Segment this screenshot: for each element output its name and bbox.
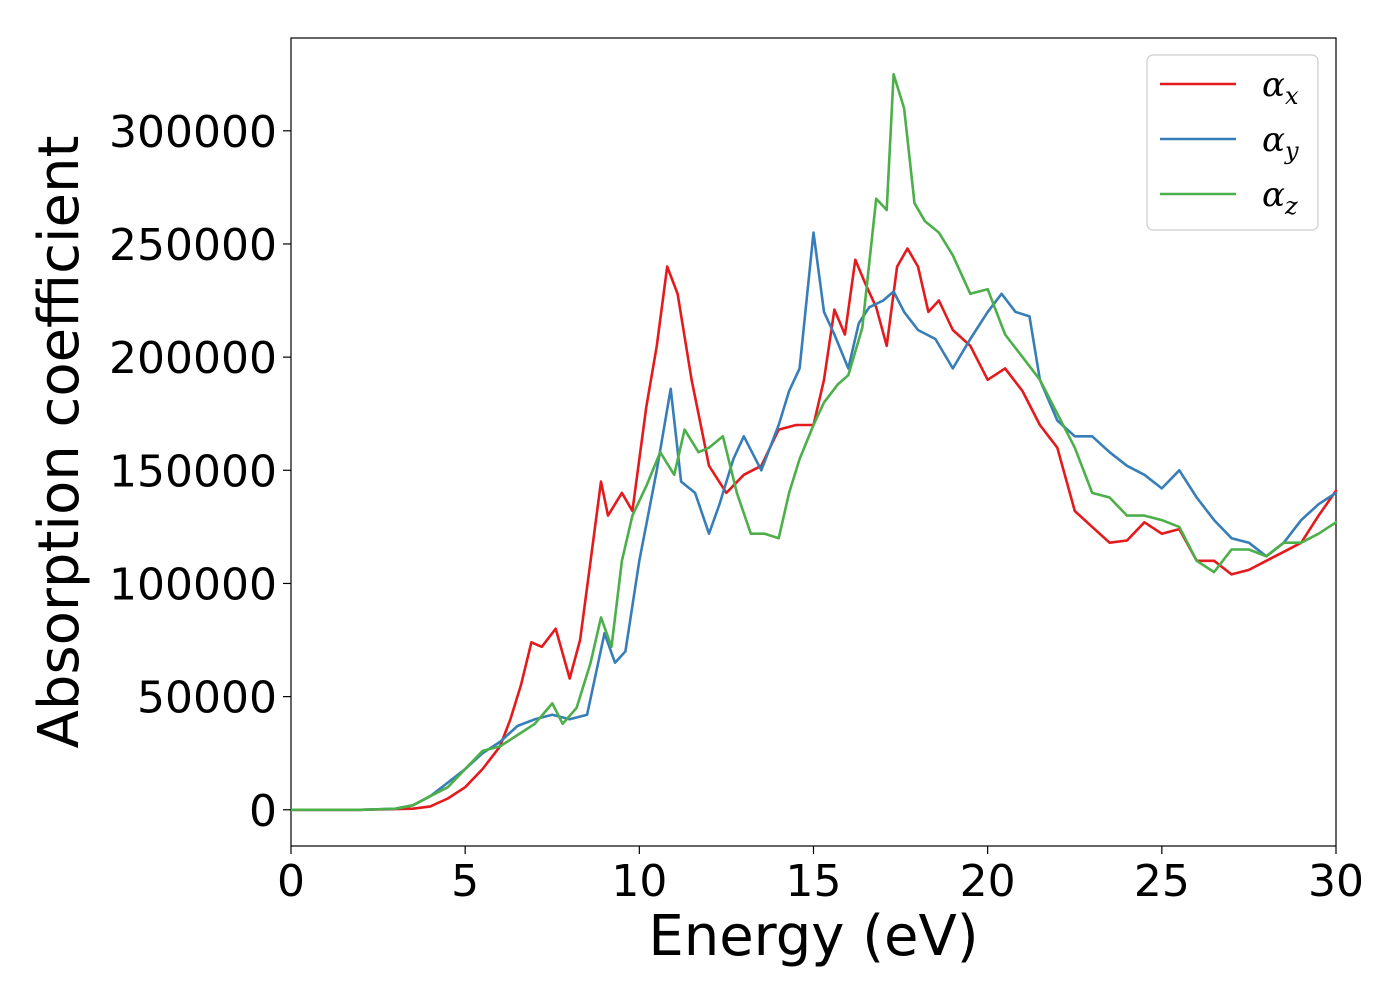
x-tick-label: 10 (611, 856, 667, 907)
y-axis-ticks: 0 50000 100000 150000 200000 250000 300000 (109, 107, 291, 837)
y-tick-label: 200000 (109, 333, 277, 384)
x-tick-label: 30 (1308, 856, 1364, 907)
x-axis-ticks: 0 5 10 15 20 25 30 (277, 846, 1364, 907)
x-tick-label: 25 (1134, 856, 1190, 907)
series-line-alpha-y (289, 231, 1338, 812)
series-line-alpha-z (289, 72, 1338, 812)
x-tick-label: 5 (451, 856, 479, 907)
series-layer (289, 72, 1338, 812)
x-tick-label: 15 (786, 856, 842, 907)
x-axis-label: Energy (eV) (648, 904, 978, 969)
x-tick-label: 0 (277, 856, 305, 907)
x-tick-label: 20 (960, 856, 1016, 907)
y-tick-label: 150000 (109, 446, 277, 497)
y-tick-label: 0 (249, 786, 277, 837)
y-tick-label: 50000 (137, 673, 277, 724)
legend-box (1146, 54, 1319, 231)
y-tick-label: 300000 (109, 107, 277, 158)
y-axis-label: Absorption coefficient (27, 136, 92, 749)
y-tick-label: 100000 (109, 559, 277, 610)
series-line-alpha-x (289, 247, 1338, 812)
y-tick-label: 250000 (109, 220, 277, 271)
